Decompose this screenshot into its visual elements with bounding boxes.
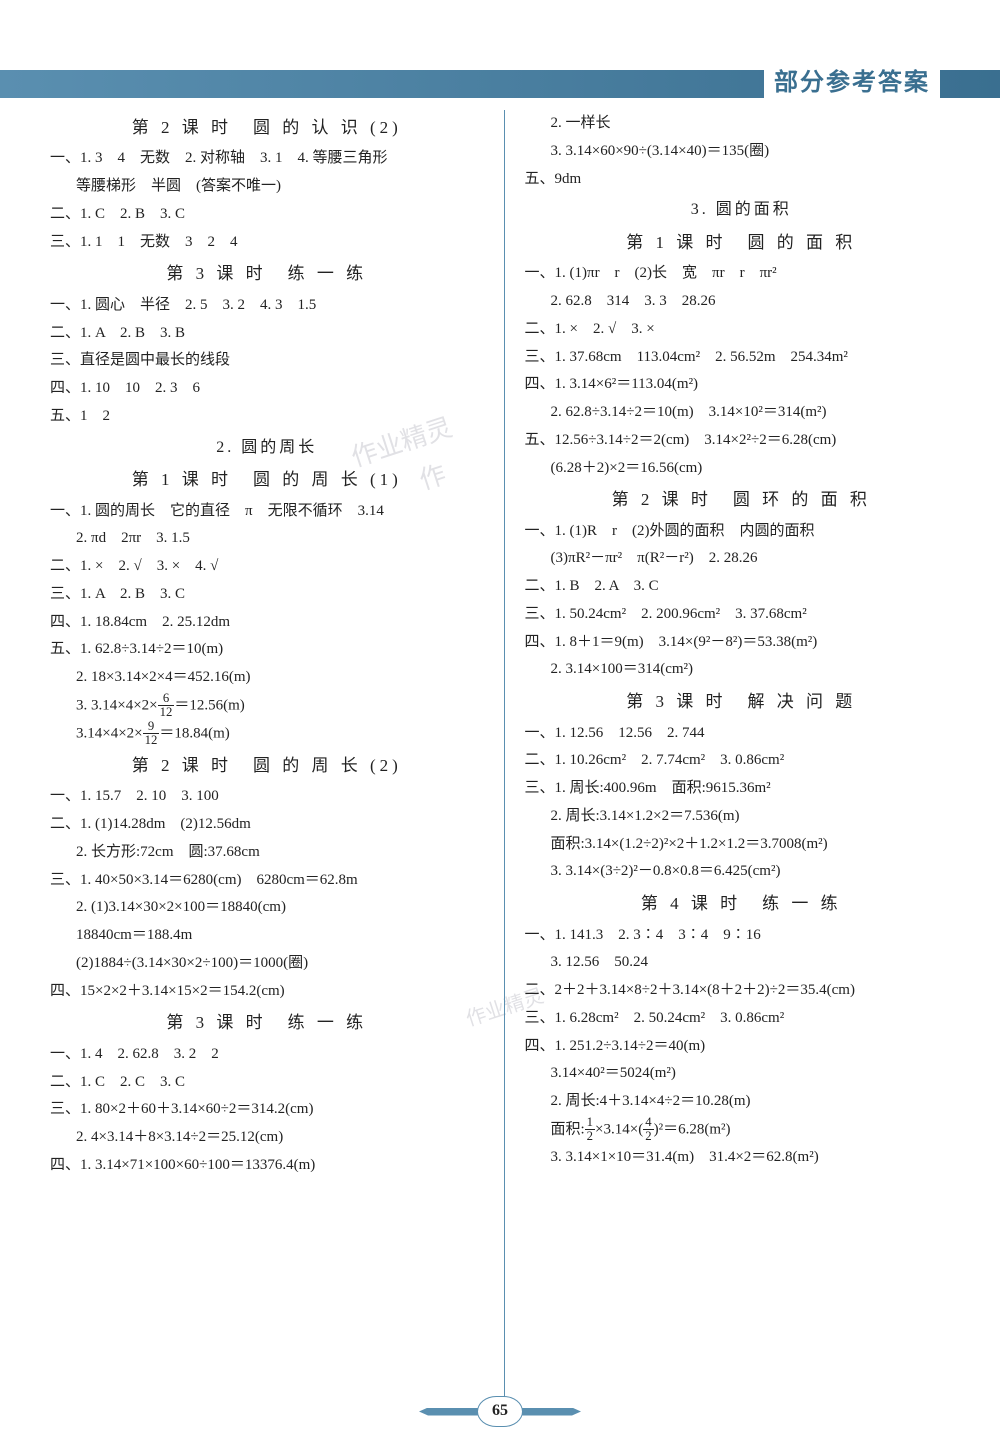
page-body: 第 2 课 时 圆 的 认 识 (2) 一、1. 3 4 无数 2. 对称轴 3… — [50, 110, 958, 1405]
answer-line: 四、15×2×2＋3.14×15×2＝154.2(cm) — [50, 978, 484, 1006]
answer-line: 三、直径是圆中最长的线段 — [50, 347, 484, 375]
left-column: 第 2 课 时 圆 的 认 识 (2) 一、1. 3 4 无数 2. 对称轴 3… — [50, 110, 484, 1405]
answer-line: 二、1. (1)14.28dm (2)12.56dm — [50, 811, 484, 839]
answer-line: (2)1884÷(3.14×30×2÷100)＝1000(圈) — [50, 950, 484, 978]
answer-line: 四、1. 3.14×71×100×60÷100＝13376.4(m) — [50, 1152, 484, 1180]
answer-line: 三、1. 50.24cm² 2. 200.96cm² 3. 37.68cm² — [525, 601, 959, 629]
answer-line: 等腰梯形 半圆 (答案不唯一) — [50, 173, 484, 201]
answer-line: 四、1. 8＋1＝9(m) 3.14×(9²－8²)＝53.38(m²) — [525, 629, 959, 657]
answer-line: 面积:3.14×(1.2÷2)²×2＋1.2×1.2＝3.7008(m²) — [525, 831, 959, 859]
answer-line: 一、1. 圆心 半径 2. 5 3. 2 4. 3 1.5 — [50, 292, 484, 320]
section-title: 第 1 课 时 圆 的 面 积 — [525, 227, 959, 258]
answer-line: 二、1. C 2. B 3. C — [50, 201, 484, 229]
answer-line: 2. 62.8÷3.14÷2＝10(m) 3.14×10²＝314(m²) — [525, 399, 959, 427]
answer-line: 二、1. × 2. √ 3. × 4. √ — [50, 553, 484, 581]
answer-line: 二、1. B 2. A 3. C — [525, 573, 959, 601]
answer-line: (6.28＋2)×2＝16.56(cm) — [525, 455, 959, 483]
answer-line: 五、1 2 — [50, 403, 484, 431]
answer-line: 四、1. 10 10 2. 3 6 — [50, 375, 484, 403]
answer-line: 2. 周长:3.14×1.2×2＝7.536(m) — [525, 803, 959, 831]
answer-line: 3. 12.56 50.24 — [525, 949, 959, 977]
column-separator — [504, 110, 505, 1405]
answer-line: 一、1. (1)πr r (2)长 宽 πr r πr² — [525, 260, 959, 288]
answer-line: 五、9dm — [525, 166, 959, 194]
answer-line: (3)πR²－πr² π(R²－r²) 2. 28.26 — [525, 545, 959, 573]
answer-line: 3. 3.14×(3÷2)²－0.8×0.8＝6.425(cm²) — [525, 858, 959, 886]
section-heading: 2. 圆的周长 — [50, 433, 484, 463]
answer-line: 2. 周长:4＋3.14×4÷2＝10.28(m) — [525, 1088, 959, 1116]
answer-line: 三、1. 6.28cm² 2. 50.24cm² 3. 0.86cm² — [525, 1005, 959, 1033]
answer-line: 面积:12×3.14×(42)²＝6.28(m²) — [525, 1116, 959, 1144]
section-title: 第 3 课 时 练 一 练 — [50, 258, 484, 289]
page-number: 65 — [477, 1396, 523, 1427]
answer-line: 二、2＋2＋3.14×8÷2＋3.14×(8＋2＋2)÷2＝35.4(cm) — [525, 977, 959, 1005]
answer-line: 3. 3.14×4×2×612＝12.56(m) — [50, 692, 484, 720]
answer-line: 三、1. 37.68cm 113.04cm² 2. 56.52m 254.34m… — [525, 344, 959, 372]
section-heading: 3. 圆的面积 — [525, 195, 959, 225]
answer-line: 3. 3.14×60×90÷(3.14×40)＝135(圈) — [525, 138, 959, 166]
answer-line: 2. (1)3.14×30×2×100＝18840(cm) — [50, 894, 484, 922]
section-title: 第 2 课 时 圆 的 认 识 (2) — [50, 112, 484, 143]
section-title: 第 4 课 时 练 一 练 — [525, 888, 959, 919]
answer-line: 一、1. 15.7 2. 10 3. 100 — [50, 783, 484, 811]
header-title: 部分参考答案 — [764, 62, 940, 105]
answer-line: 四、1. 18.84cm 2. 25.12dm — [50, 609, 484, 637]
answer-line: 二、1. × 2. √ 3. × — [525, 316, 959, 344]
answer-line: 2. 18×3.14×2×4＝452.16(m) — [50, 664, 484, 692]
answer-line: 四、1. 3.14×6²＝113.04(m²) — [525, 371, 959, 399]
answer-line: 五、1. 62.8÷3.14÷2＝10(m) — [50, 636, 484, 664]
answer-line: 3.14×40²＝5024(m²) — [525, 1060, 959, 1088]
answer-line: 三、1. 40×50×3.14＝6280(cm) 6280cm＝62.8m — [50, 867, 484, 895]
answer-line: 一、1. (1)R r (2)外圆的面积 内圆的面积 — [525, 518, 959, 546]
answer-line: 三、1. 80×2＋60＋3.14×60÷2＝314.2(cm) — [50, 1096, 484, 1124]
answer-line: 三、1. 1 1 无数 3 2 4 — [50, 229, 484, 257]
answer-line: 一、1. 3 4 无数 2. 对称轴 3. 1 4. 等腰三角形 — [50, 145, 484, 173]
answer-line: 三、1. 周长:400.96m 面积:9615.36m² — [525, 775, 959, 803]
answer-line: 3. 3.14×1×10＝31.4(m) 31.4×2＝62.8(m²) — [525, 1144, 959, 1172]
answer-line: 四、1. 251.2÷3.14÷2＝40(m) — [525, 1033, 959, 1061]
answer-line: 一、1. 12.56 12.56 2. 744 — [525, 720, 959, 748]
answer-line: 五、12.56÷3.14÷2＝2(cm) 3.14×2²÷2＝6.28(cm) — [525, 427, 959, 455]
answer-line: 3.14×4×2×912＝18.84(m) — [50, 720, 484, 748]
right-column: 2. 一样长 3. 3.14×60×90÷(3.14×40)＝135(圈) 五、… — [525, 110, 959, 1405]
answer-line: 2. 62.8 314 3. 3 28.26 — [525, 288, 959, 316]
answer-line: 2. 4×3.14＋8×3.14÷2＝25.12(cm) — [50, 1124, 484, 1152]
answer-line: 二、1. A 2. B 3. B — [50, 320, 484, 348]
section-title: 第 3 课 时 解 决 问 题 — [525, 686, 959, 717]
answer-line: 2. πd 2πr 3. 1.5 — [50, 525, 484, 553]
section-title: 第 2 课 时 圆 环 的 面 积 — [525, 484, 959, 515]
section-title: 第 1 课 时 圆 的 周 长 (1) — [50, 464, 484, 495]
answer-line: 2. 长方形:72cm 圆:37.68cm — [50, 839, 484, 867]
answer-line: 2. 3.14×100＝314(cm²) — [525, 656, 959, 684]
answer-line: 二、1. 10.26cm² 2. 7.74cm² 3. 0.86cm² — [525, 747, 959, 775]
answer-line: 一、1. 圆的周长 它的直径 π 无限不循环 3.14 — [50, 498, 484, 526]
section-title: 第 3 课 时 练 一 练 — [50, 1007, 484, 1038]
answer-line: 一、1. 141.3 2. 3∶4 3∶4 9∶16 — [525, 922, 959, 950]
answer-line: 一、1. 4 2. 62.8 3. 2 2 — [50, 1041, 484, 1069]
page-number-wrap: 65 — [0, 1396, 1000, 1427]
section-title: 第 2 课 时 圆 的 周 长 (2) — [50, 750, 484, 781]
answer-line: 18840cm＝188.4m — [50, 922, 484, 950]
answer-line: 二、1. C 2. C 3. C — [50, 1069, 484, 1097]
answer-line: 三、1. A 2. B 3. C — [50, 581, 484, 609]
answer-line: 2. 一样长 — [525, 110, 959, 138]
